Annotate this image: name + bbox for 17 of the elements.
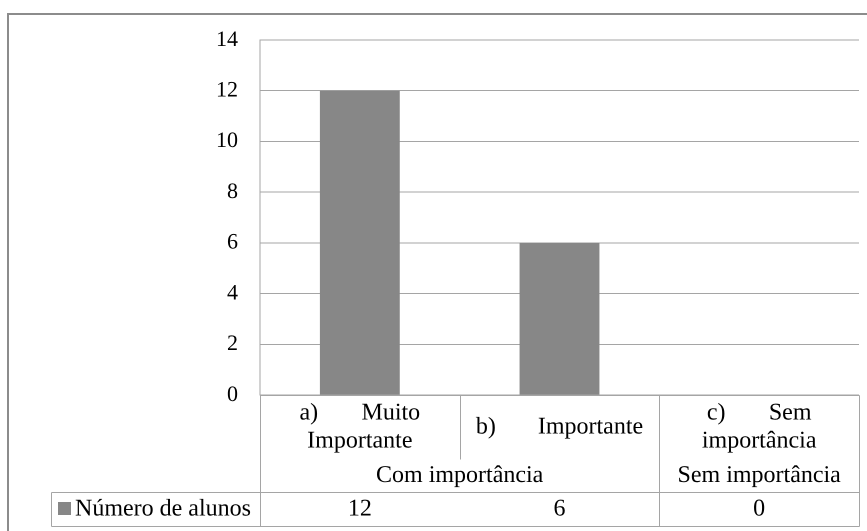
text: Com importância <box>376 462 544 488</box>
y-tick-label: 0 <box>227 380 238 406</box>
data-label: 6 <box>554 495 566 522</box>
y-tick-label: 8 <box>227 178 238 203</box>
legend-label: Número de alunos <box>75 495 251 522</box>
data-label: 0 <box>753 495 766 522</box>
y-tick-label: 6 <box>227 228 238 254</box>
category-label: a) Muito Importante <box>299 399 420 454</box>
y-tick-label: 14 <box>216 26 238 51</box>
data-label: 12 <box>348 495 372 522</box>
category-label: b) Importante <box>476 413 644 440</box>
text: Sem importância <box>678 462 842 488</box>
y-tick-label: 10 <box>216 127 238 152</box>
y-tick-label: 4 <box>227 279 238 304</box>
y-tick-label: 12 <box>216 76 238 102</box>
category-label: c) Sem importância <box>702 399 816 454</box>
y-tick-label: 2 <box>227 330 238 356</box>
